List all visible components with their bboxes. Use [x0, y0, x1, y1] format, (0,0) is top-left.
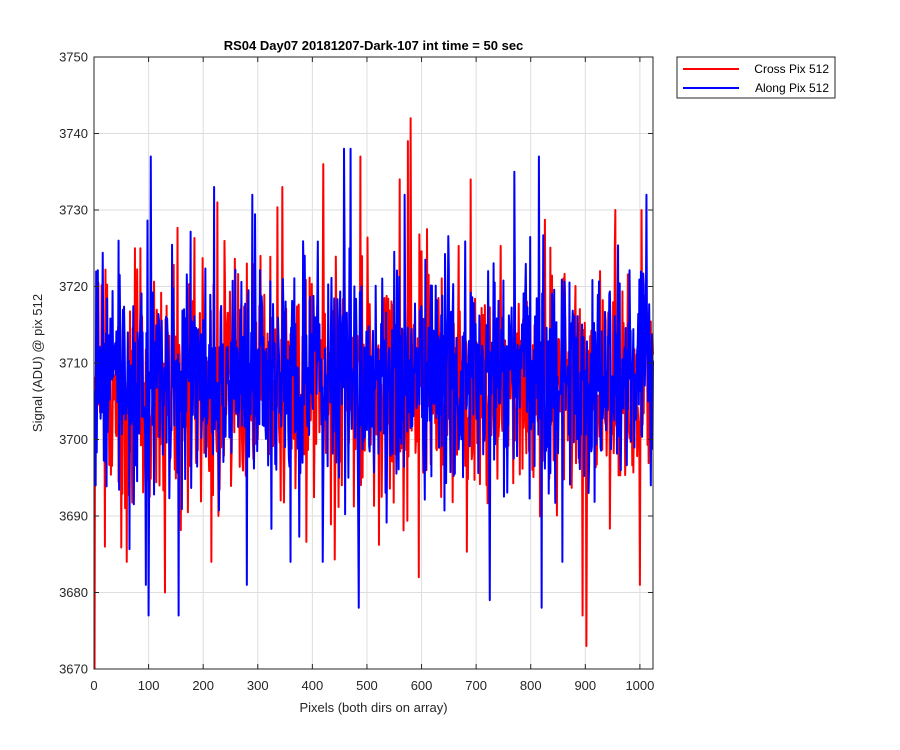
series-line-along-pix-512: [93, 147, 654, 617]
legend-label-cross: Cross Pix 512: [754, 62, 829, 76]
x-tick-label: 900: [574, 678, 596, 693]
x-tick-label: 400: [302, 678, 324, 693]
x-tick-label: 1000: [625, 678, 654, 693]
y-tick-label: 3680: [59, 585, 88, 600]
y-tick-label: 3700: [59, 432, 88, 447]
y-axis-label: Signal (ADU) @ pix 512: [30, 294, 45, 432]
x-tick-label: 700: [465, 678, 487, 693]
legend-label-along: Along Pix 512: [755, 81, 829, 95]
y-tick-label: 3720: [59, 279, 88, 294]
ticks: 0 100 200 300 400 500 600 700 800 900 1000 3670 3680…: [59, 50, 654, 694]
y-tick-label: 3690: [59, 509, 88, 524]
y-tick-label: 3740: [59, 126, 88, 141]
x-tick-label: 500: [356, 678, 378, 693]
chart-title: RS04 Day07 20181207-Dark-107 int time = …: [224, 38, 524, 53]
x-tick-label: 0: [90, 678, 97, 693]
x-tick-label: 100: [138, 678, 160, 693]
legend-box: [676, 56, 836, 99]
series-lines: [93, 117, 654, 670]
y-tick-label: 3750: [59, 50, 88, 65]
y-tick-label: 3670: [59, 662, 88, 677]
x-tick-label: 800: [520, 678, 542, 693]
legend: Cross Pix 512 Along Pix 512: [676, 56, 836, 99]
x-tick-label: 300: [247, 678, 269, 693]
x-axis-label: Pixels (both dirs on array): [299, 700, 447, 715]
x-tick-label: 200: [192, 678, 214, 693]
y-tick-label: 3730: [59, 203, 88, 218]
x-tick-label: 600: [411, 678, 433, 693]
y-tick-label: 3710: [59, 356, 88, 371]
